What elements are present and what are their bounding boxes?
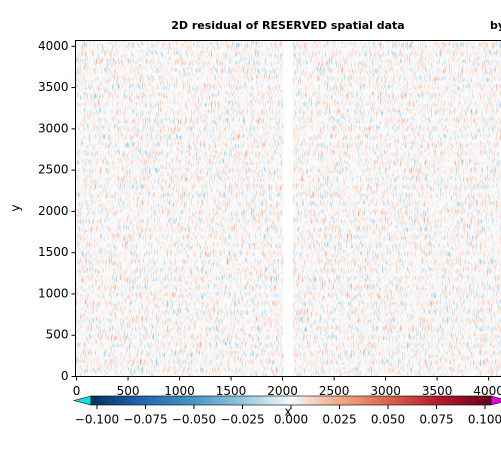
y-tick-label: 2500 bbox=[38, 163, 69, 177]
x-axis-label: x bbox=[284, 405, 291, 419]
y-tick-label: 1000 bbox=[38, 286, 69, 300]
colorbar-tick-label: −0.050 bbox=[172, 413, 216, 427]
y-axis-label: y bbox=[9, 204, 23, 211]
x-tick-label: 500 bbox=[117, 384, 140, 398]
x-tick-label: 2500 bbox=[319, 384, 350, 398]
colorbar-tick-label: −0.075 bbox=[123, 413, 167, 427]
second-title: by bbox=[490, 19, 501, 32]
x-tick-label: 3000 bbox=[370, 384, 401, 398]
y-tick-label: 0 bbox=[61, 369, 69, 383]
colorbar-tick-label: 0.100 bbox=[468, 413, 501, 427]
colorbar-tick-label: 0.050 bbox=[371, 413, 405, 427]
colorbar-tick-label: −0.100 bbox=[75, 413, 119, 427]
x-tick-label: 1500 bbox=[216, 384, 247, 398]
chart-title: 2D residual of RESERVED spatial data bbox=[171, 19, 404, 32]
y-tick-label: 3500 bbox=[38, 80, 69, 94]
x-tick-label: 0 bbox=[73, 384, 81, 398]
colorbar-tick-label: 0.000 bbox=[274, 413, 308, 427]
colorbar-tick-label: −0.025 bbox=[220, 413, 264, 427]
gap bbox=[283, 40, 293, 376]
x-tick-label: 1000 bbox=[164, 384, 195, 398]
y-tick-label: 3000 bbox=[38, 121, 69, 135]
y-tick-label: 2000 bbox=[38, 204, 69, 218]
y-tick-label: 1500 bbox=[38, 245, 69, 259]
colorbar-tick-label: 0.025 bbox=[322, 413, 356, 427]
x-tick-label: 3500 bbox=[422, 384, 453, 398]
y-tick-label: 4000 bbox=[38, 39, 69, 53]
colorbar-tick-label: 0.075 bbox=[419, 413, 453, 427]
x-tick-label: 2000 bbox=[267, 384, 298, 398]
colorbar bbox=[91, 396, 491, 405]
y-tick-label: 500 bbox=[46, 328, 69, 342]
x-tick-label: 4000 bbox=[473, 384, 501, 398]
